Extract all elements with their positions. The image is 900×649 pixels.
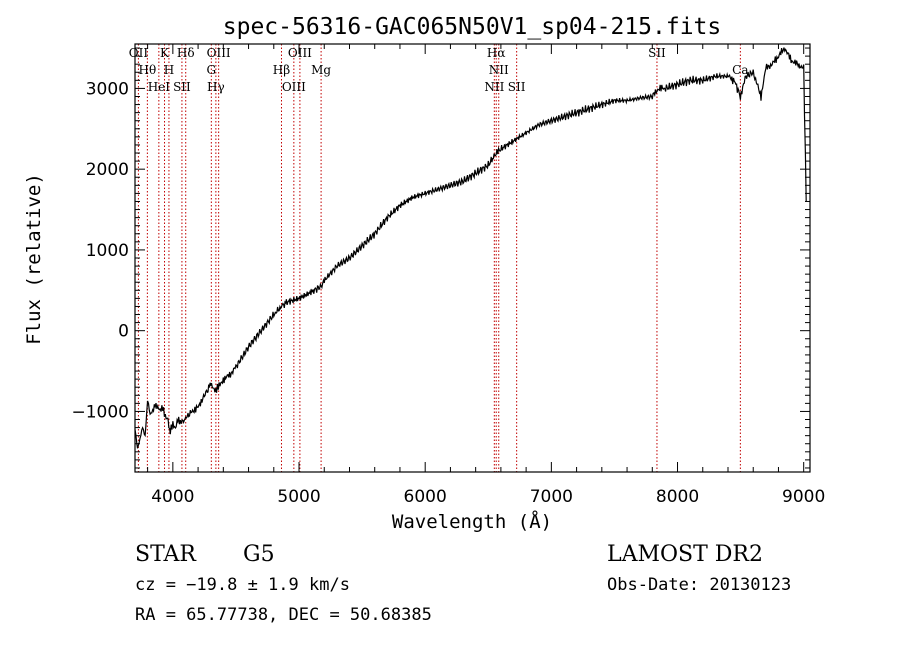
marker-label: Hβ <box>273 63 290 77</box>
y-tick-label: 0 <box>118 322 129 342</box>
line-marker-labels: OII Hθ HeI KH SII Hδ G Hγ OIII Hβ OIII OIII Mg NII Hα N… <box>129 46 749 94</box>
marker-label: Hγ <box>207 80 225 94</box>
marker-label: Mg <box>311 63 331 77</box>
marker-label: OII <box>129 46 149 60</box>
y-tick-label: 3000 <box>86 79 129 99</box>
x-tick-label: 9000 <box>782 487 825 507</box>
x-tick-label: 4000 <box>151 487 194 507</box>
marker-label: Ca <box>732 63 748 77</box>
marker-label: NII <box>489 63 509 77</box>
marker-label: SII <box>173 80 191 94</box>
x-tick-label: 5000 <box>277 487 320 507</box>
line-markers <box>137 44 741 472</box>
marker-label: NII <box>484 80 504 94</box>
x-axis-label: Wavelength (Å) <box>392 510 552 533</box>
spectrum-line <box>134 47 807 449</box>
marker-label: K <box>160 46 170 60</box>
y-axis-label: Flux (relative) <box>23 173 45 345</box>
x-tick-label: 6000 <box>404 487 447 507</box>
marker-label: OIII <box>282 80 306 94</box>
marker-label: OIII <box>207 46 231 60</box>
marker-label: HeI <box>148 80 171 94</box>
obs-date: Obs-Date: 20130123 <box>607 575 791 595</box>
plot-frame <box>134 43 811 473</box>
y-tick-label: 2000 <box>86 160 129 180</box>
marker-label: H <box>164 63 174 77</box>
y-tick-label: 1000 <box>86 241 129 261</box>
x-tick-label: 7000 <box>530 487 573 507</box>
coordinates: RA = 65.77738, DEC = 50.68385 <box>135 605 432 625</box>
marker-label: OIII <box>288 46 312 60</box>
redshift-text: cz = −19.8 ± 1.9 km/s <box>135 575 350 595</box>
marker-label: Hδ <box>177 46 195 60</box>
marker-label: SII <box>648 46 666 60</box>
marker-label: G <box>207 63 217 77</box>
object-class: STAR <box>135 542 197 567</box>
chart-title: spec-56316-GAC065N50V1_sp04-215.fits <box>223 14 722 40</box>
y-axis: −1000 0 1000 2000 3000 <box>71 47 810 469</box>
x-axis: 4000 5000 6000 7000 8000 9000 <box>147 44 825 507</box>
object-subclass: G5 <box>243 542 275 567</box>
marker-label: Hα <box>487 46 506 60</box>
marker-label: SII <box>508 80 526 94</box>
survey-name: LAMOST DR2 <box>607 542 763 567</box>
y-tick-label: −1000 <box>71 402 129 422</box>
x-tick-label: 8000 <box>656 487 699 507</box>
marker-label: Hθ <box>139 63 157 77</box>
